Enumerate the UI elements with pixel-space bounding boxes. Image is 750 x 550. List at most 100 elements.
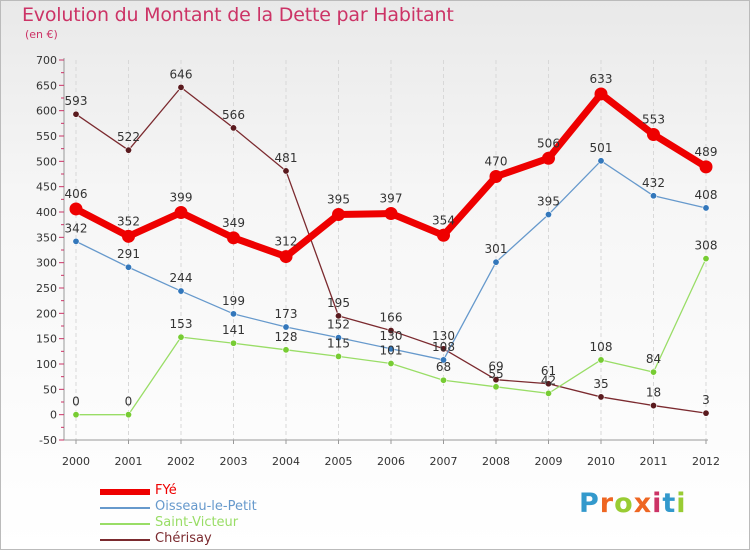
- y-tick-label: 650: [36, 79, 57, 92]
- point-fy-: [332, 208, 345, 222]
- legend-swatch-saint-victeur: [100, 523, 150, 525]
- point-saint-victeur: [544, 389, 552, 397]
- data-label-oisseau-le-petit: 301: [485, 242, 508, 256]
- point-ch-risay: [702, 409, 710, 417]
- legend-label-oisseau-le-petit: Oisseau-le-Petit: [155, 499, 257, 514]
- data-label-saint-victeur: 68: [436, 360, 451, 374]
- legend-label-fye: FYé: [155, 483, 177, 498]
- x-tick-label: 2006: [377, 455, 405, 468]
- point-saint-victeur: [649, 368, 657, 376]
- legend-swatch-fye: [100, 489, 150, 495]
- point-oisseau-le-petit: [702, 204, 710, 212]
- data-label-fy-: 553: [642, 112, 665, 126]
- data-label-oisseau-le-petit: 108: [432, 340, 455, 354]
- y-tick-label: 450: [36, 181, 57, 194]
- logo-letter: r: [599, 488, 615, 519]
- point-fy-: [69, 202, 83, 216]
- data-label-saint-victeur: 108: [590, 340, 613, 354]
- point-saint-victeur: [72, 411, 80, 419]
- point-fy-: [542, 151, 555, 165]
- data-label-fy-: 470: [485, 155, 508, 169]
- data-label-ch-risay: 166: [380, 311, 403, 325]
- point-fy-: [699, 160, 713, 174]
- point-oisseau-le-petit: [387, 345, 395, 353]
- data-label-oisseau-le-petit: 395: [537, 195, 560, 209]
- axes: -500501001502002503003504004505005506006…: [36, 54, 720, 468]
- y-tick-label: 600: [36, 105, 57, 118]
- point-saint-victeur: [439, 376, 447, 384]
- legend-label-saint-victeur: Saint-Victeur: [155, 515, 239, 530]
- logo-letter: x: [633, 488, 653, 519]
- point-ch-risay: [492, 376, 500, 384]
- point-saint-victeur: [387, 359, 395, 367]
- point-ch-risay: [72, 110, 80, 118]
- point-saint-victeur: [597, 356, 605, 364]
- logo-letter: P: [579, 488, 600, 519]
- data-label-saint-victeur: 115: [327, 336, 350, 350]
- point-fy-: [437, 228, 450, 242]
- data-label-saint-victeur: 0: [125, 395, 133, 409]
- logo-letter: o: [614, 488, 634, 519]
- data-label-oisseau-le-petit: 408: [695, 188, 718, 202]
- point-fy-: [174, 206, 188, 220]
- data-labels: 593 522 646 566 481 195 166 130 69 61 35 18 3 0 0 153 14…: [65, 67, 718, 408]
- legend-swatch-oisseau-le-petit: [100, 507, 150, 509]
- y-tick-label: 350: [36, 231, 57, 244]
- data-label-saint-victeur: 141: [222, 323, 245, 337]
- point-oisseau-le-petit: [597, 157, 605, 165]
- x-tick-label: 2008: [482, 455, 510, 468]
- data-label-fy-: 406: [65, 187, 88, 201]
- data-label-saint-victeur: 153: [170, 317, 193, 331]
- data-label-oisseau-le-petit: 152: [327, 318, 350, 332]
- grid-lines: [75, 60, 707, 440]
- y-tick-label: 100: [36, 358, 57, 371]
- chart-title: Evolution du Montant de la Dette par Hab…: [22, 4, 454, 26]
- data-label-fy-: 633: [590, 72, 613, 86]
- data-label-ch-risay: 35: [593, 377, 608, 391]
- y-tick-label: 250: [36, 282, 57, 295]
- data-label-saint-victeur: 101: [380, 343, 403, 357]
- x-tick-label: 2001: [115, 455, 143, 468]
- x-tick-label: 2000: [62, 455, 90, 468]
- point-saint-victeur: [125, 411, 133, 419]
- point-oisseau-le-petit: [72, 237, 80, 245]
- data-label-fy-: 399: [170, 191, 193, 205]
- legend-swatch-cherisay: [100, 539, 150, 541]
- point-oisseau-le-petit: [125, 263, 133, 271]
- data-label-ch-risay: 481: [275, 151, 298, 165]
- point-ch-risay: [282, 167, 290, 175]
- point-oisseau-le-petit: [544, 211, 552, 219]
- data-label-saint-victeur: 84: [646, 352, 661, 366]
- point-ch-risay: [387, 327, 395, 335]
- proxiti-logo: Proxiti: [579, 488, 687, 519]
- point-oisseau-le-petit: [492, 258, 500, 266]
- point-oisseau-le-petit: [282, 323, 290, 331]
- logo-letter: t: [662, 488, 677, 519]
- data-label-ch-risay: 18: [646, 386, 661, 400]
- data-label-ch-risay: 646: [170, 67, 193, 81]
- point-ch-risay: [649, 402, 657, 410]
- point-ch-risay: [125, 146, 133, 154]
- y-tick-label: 700: [36, 54, 57, 67]
- data-label-ch-risay: 61: [541, 364, 556, 378]
- series-lines: [69, 83, 713, 419]
- legend-label-cherisay: Chérisay: [155, 531, 212, 546]
- chart-subtitle: (en €): [25, 28, 58, 41]
- data-label-fy-: 312: [275, 235, 298, 249]
- point-ch-risay: [439, 345, 447, 353]
- y-tick-label: -50: [39, 434, 57, 447]
- point-saint-victeur: [282, 346, 290, 354]
- data-label-oisseau-le-petit: 291: [117, 247, 140, 261]
- point-ch-risay: [230, 124, 238, 132]
- data-label-saint-victeur: 128: [275, 330, 298, 344]
- data-label-ch-risay: 195: [327, 296, 350, 310]
- point-oisseau-le-petit: [177, 287, 185, 295]
- y-tick-label: 500: [36, 155, 57, 168]
- data-label-fy-: 489: [695, 145, 718, 159]
- data-label-fy-: 352: [117, 214, 140, 228]
- point-saint-victeur: [230, 339, 238, 347]
- data-label-ch-risay: 69: [488, 360, 503, 374]
- point-oisseau-le-petit: [649, 192, 657, 200]
